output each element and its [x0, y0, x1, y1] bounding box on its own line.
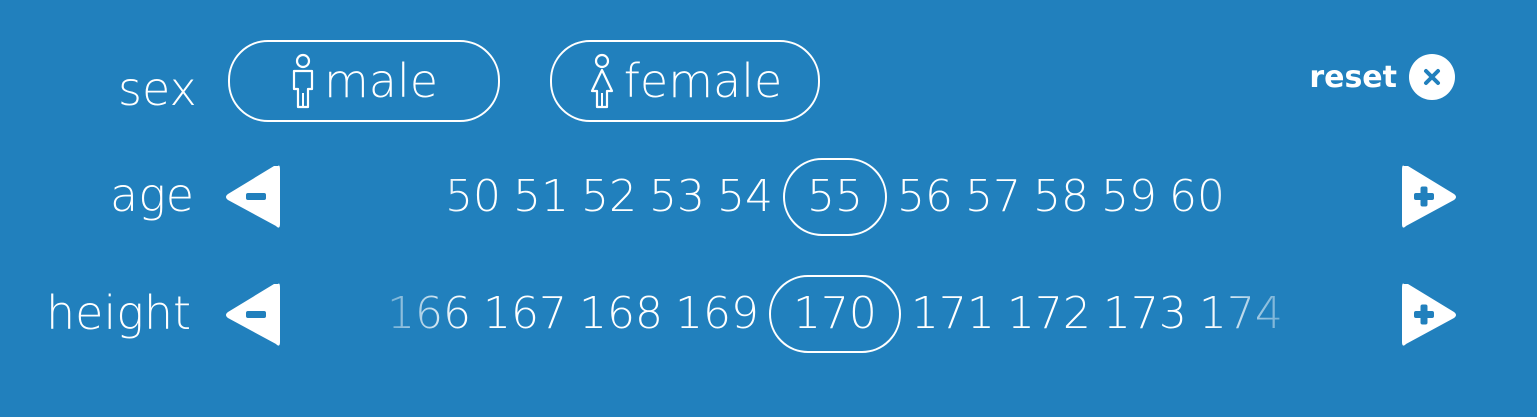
reset-button[interactable]: reset	[1309, 54, 1455, 100]
age-value[interactable]: 54	[717, 171, 773, 222]
sex-option-label: female	[623, 54, 783, 108]
age-value-selected[interactable]: 55	[783, 158, 887, 236]
age-value[interactable]: 51	[513, 171, 569, 222]
age-value[interactable]: 58	[1033, 171, 1089, 222]
age-label: age	[110, 168, 195, 222]
age-decrement-button[interactable]	[222, 162, 282, 236]
male-icon	[290, 53, 316, 109]
minus-arrow-icon	[226, 283, 280, 346]
close-icon	[1409, 54, 1455, 100]
age-value[interactable]: 57	[965, 171, 1021, 222]
height-value[interactable]: 167	[482, 288, 567, 339]
sex-label: sex	[118, 62, 197, 116]
age-value[interactable]: 60	[1169, 171, 1225, 222]
age-value[interactable]: 52	[581, 171, 637, 222]
age-value[interactable]: 53	[649, 171, 705, 222]
age-track: 50 51 52 53 54 55 56 57 58 59 60	[439, 155, 1231, 239]
height-increment-button[interactable]	[1400, 280, 1460, 354]
height-value-selected[interactable]: 170	[768, 275, 901, 353]
age-value[interactable]: 59	[1101, 171, 1157, 222]
plus-arrow-icon	[1402, 283, 1456, 346]
height-value[interactable]: 166	[387, 288, 471, 339]
height-track: 166 167 168 169 170 171 172 173 174	[381, 272, 1289, 356]
sex-option-label: male	[323, 54, 439, 108]
height-value[interactable]: 173	[1102, 288, 1187, 339]
age-scroller[interactable]: 50 51 52 53 54 55 56 57 58 59 60	[345, 155, 1325, 239]
age-value[interactable]: 50	[445, 171, 501, 222]
reset-label: reset	[1309, 59, 1397, 95]
sex-option-male[interactable]: male	[228, 40, 500, 122]
height-value[interactable]: 174	[1198, 288, 1283, 339]
height-scroller[interactable]: 166 167 168 169 170 171 172 173 174	[345, 272, 1325, 356]
sex-row: sex male female reset	[0, 0, 1537, 140]
plus-arrow-icon	[1402, 165, 1456, 228]
age-value[interactable]: 56	[897, 171, 953, 222]
minus-arrow-icon	[226, 165, 280, 228]
age-row: age 50 51 52 53 54 55 56 57 58 59 60	[0, 150, 1537, 240]
age-increment-button[interactable]	[1400, 162, 1460, 236]
height-value[interactable]: 168	[578, 288, 663, 339]
height-label: height	[46, 286, 192, 340]
height-value[interactable]: 172	[1006, 288, 1091, 339]
height-decrement-button[interactable]	[222, 280, 282, 354]
height-row: height 166 167 168 169 170 171 172 173 174	[0, 272, 1537, 362]
female-icon	[588, 53, 616, 109]
height-value[interactable]: 171	[910, 288, 995, 339]
sex-option-female[interactable]: female	[550, 40, 820, 122]
height-value[interactable]: 169	[674, 288, 759, 339]
